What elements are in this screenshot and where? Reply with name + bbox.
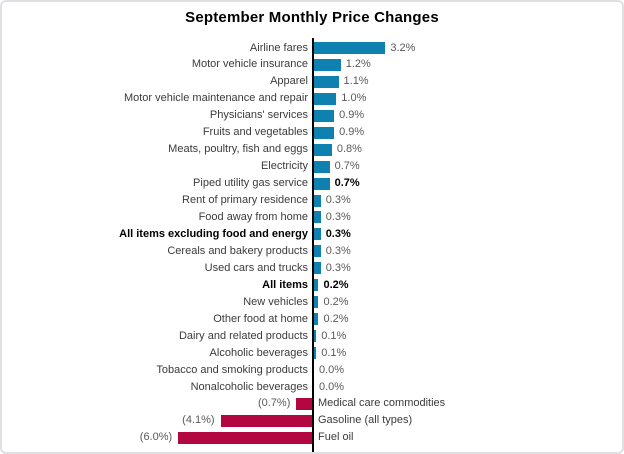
category-label: Cereals and bakery products (167, 244, 308, 257)
positive-bar (314, 262, 321, 275)
value-label: 0.1% (321, 346, 347, 359)
category-label: Motor vehicle maintenance and repair (123, 92, 308, 105)
category-label: Fruits and vegetables (202, 126, 308, 139)
chart-row: Alcoholic beverages 0.1% (2, 345, 622, 362)
positive-bar (314, 279, 319, 292)
value-label: (4.1%) (182, 414, 215, 427)
positive-bar (314, 313, 319, 326)
value-label: 0.0% (319, 380, 345, 393)
category-label: Rent of primary residence (182, 194, 308, 207)
value-label: 0.2% (323, 295, 349, 308)
value-label: 0.2% (323, 278, 349, 291)
category-label: Electricity (260, 160, 308, 173)
positive-bar (314, 296, 319, 309)
chart-row: All items 0.2% (2, 277, 622, 294)
chart-row: Motor vehicle insurance 1.2% (2, 56, 622, 73)
category-label: Motor vehicle insurance (191, 58, 308, 71)
value-label: 1.2% (345, 58, 371, 71)
positive-bar (314, 177, 330, 190)
positive-bar (314, 194, 321, 207)
value-label: 0.1% (321, 329, 347, 342)
value-label: 0.3% (325, 244, 351, 257)
chart-row: Apparel 1.1% (2, 73, 622, 90)
positive-bar (314, 109, 335, 122)
value-label: (6.0%) (139, 431, 173, 444)
category-label: Meats, poultry, fish and eggs (168, 143, 308, 156)
category-label: Airline fares (249, 41, 308, 54)
negative-bar (296, 397, 312, 410)
chart-row: Gasoline (all types) (4.1%) (2, 412, 622, 429)
value-label: 1.0% (341, 92, 367, 105)
category-label: Medical care commodities (318, 397, 446, 410)
category-label: Apparel (270, 75, 308, 88)
value-label: 0.2% (323, 312, 349, 325)
chart-row: Airline fares 3.2% (2, 40, 622, 57)
positive-bar (314, 330, 317, 343)
value-label: 0.3% (325, 211, 351, 223)
category-label: Tobacco and smoking products (156, 363, 308, 376)
value-label: 0.7% (334, 160, 360, 173)
category-label: Physicians' services (209, 109, 308, 122)
value-label: 0.7% (334, 177, 360, 190)
negative-bar (220, 414, 312, 427)
positive-bar (314, 58, 341, 71)
chart-row: Tobacco and smoking products 0.0% (2, 362, 622, 379)
category-label: All items excluding food and energy (119, 227, 308, 240)
positive-bar (314, 92, 337, 105)
category-label: Fuel oil (318, 431, 354, 444)
chart-row: Fuel oil (6.0%) (2, 429, 622, 446)
positive-bar (314, 41, 386, 54)
positive-bar (314, 347, 317, 360)
category-label: Dairy and related products (178, 329, 308, 342)
negative-bar (178, 431, 312, 444)
category-label: New vehicles (243, 295, 308, 308)
category-label: Alcoholic beverages (209, 346, 308, 359)
chart-row: Meats, poultry, fish and eggs 0.8% (2, 141, 622, 158)
value-label: 0.3% (325, 261, 351, 274)
chart-row: Rent of primary residence 0.3% (2, 192, 622, 209)
chart-row: Cereals and bakery products 0.3% (2, 243, 622, 260)
value-label: 0.8% (336, 143, 362, 156)
chart-row: Dairy and related products 0.1% (2, 328, 622, 345)
chart-row: Nonalcoholic beverages 0.0% (2, 379, 622, 396)
zero-baseline-axis (312, 38, 314, 452)
positive-bar (314, 126, 335, 139)
value-label: 1.1% (343, 75, 369, 88)
chart-row: All items excluding food and energy 0.3% (2, 226, 622, 243)
category-label: Gasoline (all types) (318, 414, 413, 427)
value-label: 0.9% (339, 109, 365, 122)
chart-row: Piped utility gas service 0.7% (2, 175, 622, 192)
value-label: 3.2% (390, 41, 416, 54)
chart-title: September Monthly Price Changes (185, 9, 439, 26)
chart-row: Other food at home 0.2% (2, 311, 622, 328)
category-label: All items (262, 278, 308, 291)
chart-row: Food away from home 0.3% (2, 209, 622, 226)
category-label: Food away from home (198, 211, 308, 223)
value-label: 0.9% (339, 126, 365, 139)
chart-row: Medical care commodities (0.7%) (2, 395, 622, 412)
category-label: Used cars and trucks (204, 261, 308, 274)
positive-bar (314, 143, 332, 156)
category-label: Other food at home (213, 312, 308, 325)
chart-row: Motor vehicle maintenance and repair 1.0% (2, 90, 622, 107)
chart-row: Electricity 0.7% (2, 158, 622, 175)
chart-row: Physicians' services 0.9% (2, 107, 622, 124)
category-label: Nonalcoholic beverages (190, 380, 308, 393)
positive-bar (314, 75, 339, 88)
value-label: 0.0% (319, 363, 345, 376)
chart-row: Fruits and vegetables 0.9% (2, 124, 622, 141)
category-label: Piped utility gas service (193, 177, 308, 190)
positive-bar (314, 211, 321, 224)
value-label: (0.7%) (257, 397, 291, 410)
chart-row: New vehicles 0.2% (2, 294, 622, 311)
value-label: 0.3% (325, 227, 351, 240)
chart-row: Used cars and trucks 0.3% (2, 260, 622, 277)
value-label: 0.3% (325, 194, 351, 207)
positive-bar (314, 228, 321, 241)
positive-bar (314, 160, 330, 173)
positive-bar (314, 245, 321, 258)
